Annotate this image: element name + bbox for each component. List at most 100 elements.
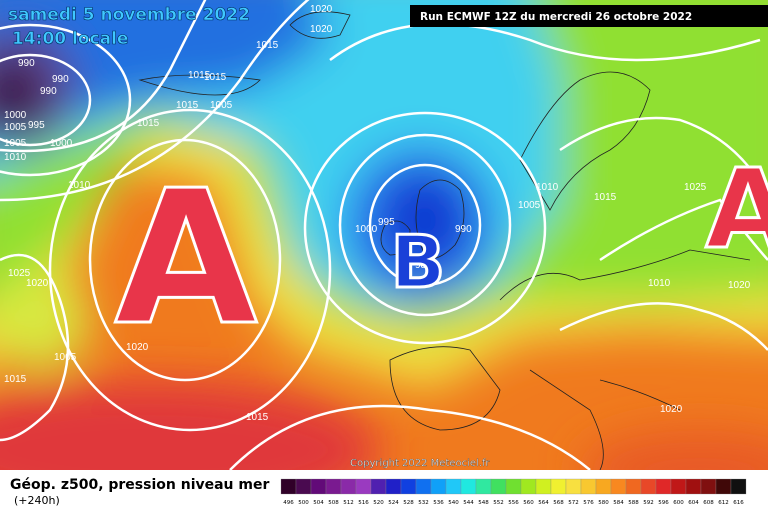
isobar-label: 1000 <box>355 224 378 235</box>
run-label: Run ECMWF 12Z du mercredi 26 octobre 202… <box>420 11 692 23</box>
scale-label: 508 <box>328 500 339 506</box>
isobar-label: 1020 <box>26 278 49 289</box>
isobar-label: 1015 <box>594 192 617 203</box>
scale-swatch <box>505 478 522 495</box>
scale-label: 616 <box>733 500 744 506</box>
isobar-label: 990 <box>18 58 35 69</box>
scale-swatch <box>625 478 642 495</box>
pressure-center: A <box>705 145 768 273</box>
scale-label: 520 <box>373 500 384 506</box>
run-box <box>410 5 768 27</box>
scale-swatch <box>520 478 537 495</box>
isobar-label: 985 <box>415 260 432 271</box>
scale-label: 500 <box>298 500 309 506</box>
scale-label: 600 <box>673 500 684 506</box>
scale-label: 580 <box>598 500 609 506</box>
scale-swatch <box>460 478 477 495</box>
scale-label: 504 <box>313 500 324 506</box>
scale-label: 596 <box>658 500 669 506</box>
scale-swatch <box>370 478 387 495</box>
isobar-label: 990 <box>40 86 57 97</box>
scale-label: 532 <box>418 500 429 506</box>
scale-swatch <box>550 478 567 495</box>
scale-swatch <box>295 478 312 495</box>
isobar-label: 1015 <box>176 100 199 111</box>
isobar-label: 1015 <box>256 40 279 51</box>
isobar-label: 1015 <box>246 412 269 423</box>
isobar-label: 1000 <box>50 138 73 149</box>
isobar-label: 995 <box>378 217 395 228</box>
time-label: 14:00 locale <box>12 29 128 49</box>
scale-label: 512 <box>343 500 354 506</box>
scale-label: 540 <box>448 500 459 506</box>
isobar-label: 1020 <box>310 24 333 35</box>
scale-swatch <box>490 478 507 495</box>
copyright: Copyright 2022 Meteociel.fr <box>350 458 491 469</box>
color-scale: 496 500 504 508 512 516 520 524 528 532 536 540 544 5… <box>280 478 747 506</box>
isobar-label: 1005 <box>54 352 77 363</box>
pressure-center: B <box>391 220 446 304</box>
scale-label: 552 <box>493 500 504 506</box>
isobar-label: 995 <box>28 120 45 131</box>
isobar-label: 1025 <box>684 182 707 193</box>
isobar-labels: 1020102010159909909901015101510159951000… <box>4 4 751 423</box>
scale-swatch <box>715 478 732 495</box>
isobar-label: 1000 <box>4 110 27 121</box>
scale-swatch <box>310 478 327 495</box>
scale-swatch <box>535 478 552 495</box>
scale-swatch <box>730 478 747 495</box>
isobar-label: 1015 <box>204 72 227 83</box>
scale-label: 572 <box>568 500 579 506</box>
scale-swatch <box>400 478 417 495</box>
isobar-label: 990 <box>52 74 69 85</box>
isobar-label: 1010 <box>536 182 559 193</box>
isobar-label: 1005 <box>4 122 27 133</box>
scale-label: 612 <box>718 500 729 506</box>
scale-label: 544 <box>463 500 474 506</box>
scale-swatch <box>565 478 582 495</box>
scale-swatch <box>475 478 492 495</box>
scale-swatch <box>355 478 372 495</box>
scale-label: 584 <box>613 500 624 506</box>
scale-swatch <box>655 478 672 495</box>
isobar-label: 1010 <box>68 180 91 191</box>
isobar-label: 1020 <box>126 342 149 353</box>
isobar-label: 1010 <box>4 152 27 163</box>
isobar-label: 1005 <box>4 138 27 149</box>
scale-swatch <box>385 478 402 495</box>
scale-label: 588 <box>628 500 639 506</box>
scale-swatch <box>595 478 612 495</box>
scale-swatch <box>700 478 717 495</box>
scale-swatch <box>325 478 342 495</box>
scale-swatch <box>640 478 657 495</box>
scale-label: 576 <box>583 500 594 506</box>
isobar-label: 1025 <box>8 268 31 279</box>
isobar-label: 1005 <box>210 100 233 111</box>
isobar-label: 1015 <box>137 118 160 129</box>
scale-label: 548 <box>478 500 489 506</box>
scale-label: 608 <box>703 500 714 506</box>
scale-label: 568 <box>553 500 564 506</box>
isobar-label: 1015 <box>4 374 27 385</box>
scale-label: 496 <box>283 500 294 506</box>
isobar-label: 1020 <box>310 4 333 15</box>
scale-swatch <box>340 478 357 495</box>
scale-label: 604 <box>688 500 699 506</box>
isobars <box>0 0 768 470</box>
isobar-label: 1015 <box>188 70 211 81</box>
scale-label: 516 <box>358 500 369 506</box>
scale-label: 524 <box>388 500 399 506</box>
scale-swatch <box>670 478 687 495</box>
scale-swatch <box>430 478 447 495</box>
scale-swatch <box>580 478 597 495</box>
isobar-label: 1020 <box>728 280 751 291</box>
scale-swatch <box>685 478 702 495</box>
scale-swatch <box>610 478 627 495</box>
scale-swatch <box>445 478 462 495</box>
date-label: samedi 5 novembre 2022 <box>8 5 250 25</box>
footer-title: Géop. z500, pression niveau mer <box>10 477 269 493</box>
isobar-label: 1005 <box>518 200 541 211</box>
